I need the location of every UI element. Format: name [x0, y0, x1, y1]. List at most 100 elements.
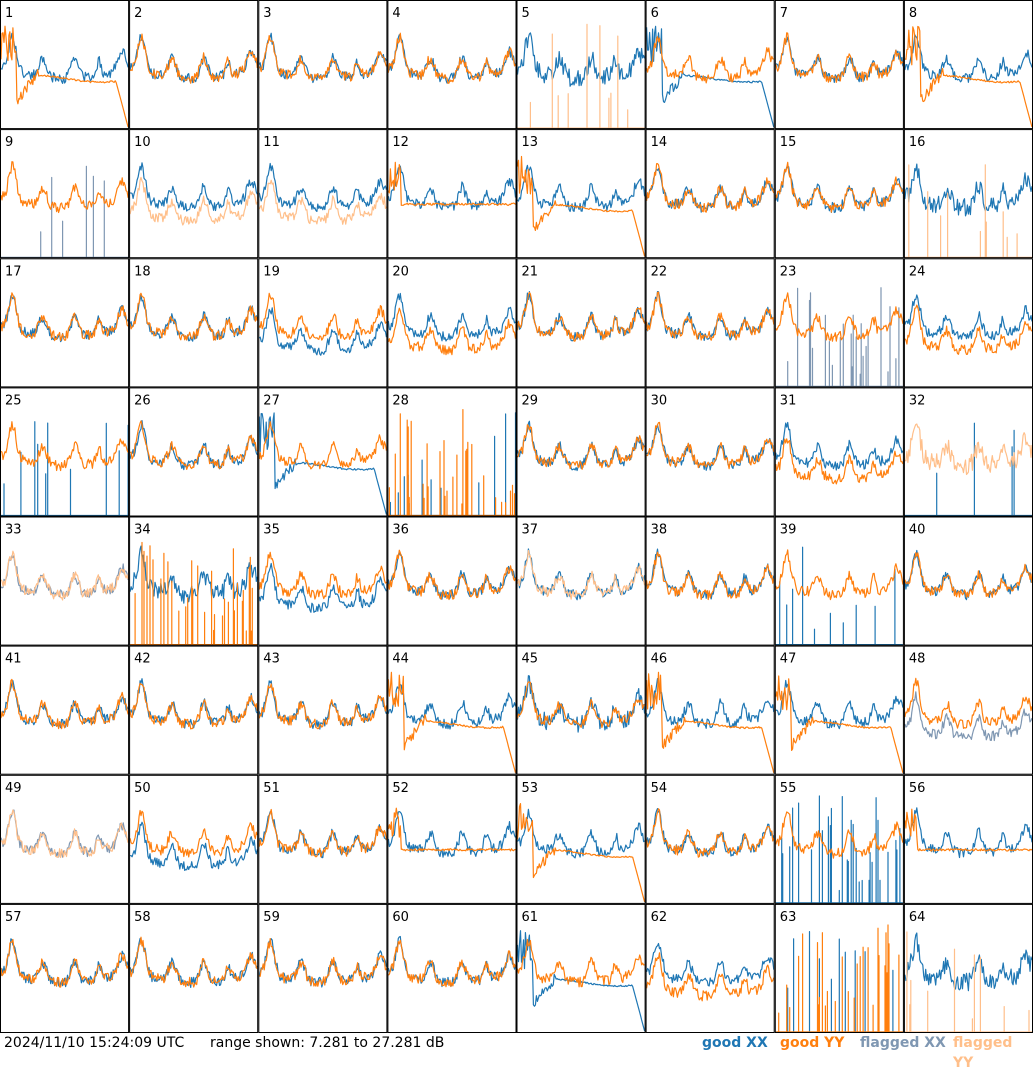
panel-24-label: 24 [909, 264, 926, 279]
panel-17-label: 17 [5, 264, 22, 279]
panel-21-yy-line [516, 291, 646, 342]
panel-42-yy-line [129, 682, 258, 730]
panel-63-xx-line [775, 930, 903, 1033]
panel-57-frame [0, 903, 130, 1033]
panel-25-frame [0, 387, 130, 517]
panel-64-yy-line [904, 931, 1032, 1033]
panel-44-frame [387, 645, 517, 775]
panel-19-label: 19 [263, 264, 280, 279]
panel-1-frame [0, 0, 130, 130]
panel-14-yy-line [646, 163, 775, 213]
panel-47-frame [774, 645, 904, 775]
panel-6-label: 6 [651, 6, 659, 21]
panel-10-label: 10 [134, 135, 151, 150]
panel-12-frame [387, 129, 517, 259]
panel-44-xx-line [387, 683, 517, 730]
panel-22-yy-line [646, 291, 775, 341]
panel-9-label: 9 [5, 135, 13, 150]
panel-23-xx-line [775, 287, 903, 387]
panel-39-yy-line [775, 549, 904, 601]
panel-56-xx-line [904, 807, 1033, 859]
panel-31-xx-line [775, 421, 904, 471]
panel-7-label: 7 [780, 6, 788, 21]
panel-20-xx-line [387, 292, 516, 342]
panel-35-label: 35 [263, 523, 280, 538]
panel-59-frame [258, 903, 388, 1033]
panel-5-label: 5 [522, 6, 530, 21]
panel-15-frame [774, 129, 904, 259]
panel-36-frame [387, 516, 517, 646]
panel-57-yy-line [0, 938, 129, 988]
panel-12-xx-line [387, 165, 517, 211]
panel-17-xx-line [0, 295, 129, 343]
panel-52-yy-line [387, 807, 516, 852]
panel-40-yy-line [904, 552, 1033, 598]
panel-9-xx-line [1, 165, 129, 258]
panel-3-frame [258, 0, 388, 130]
panel-64-label: 64 [909, 910, 926, 925]
panel-36-label: 36 [392, 523, 409, 538]
panel-6-yy-line [646, 36, 774, 84]
panel-51-frame [258, 774, 388, 904]
panel-15-label: 15 [780, 135, 797, 150]
panel-16-label: 16 [909, 135, 926, 150]
panel-10-xx-line [130, 162, 258, 212]
panel-36-yy-line [387, 549, 517, 601]
panel-26-xx-line [129, 420, 258, 471]
panel-46-yy-line [646, 671, 775, 773]
panel-47-xx-line [775, 679, 904, 730]
panel-44-yy-line [387, 671, 517, 773]
panel-45-xx-line [516, 675, 646, 733]
panel-12-yy-line [387, 161, 516, 206]
panel-38-yy-line [646, 551, 775, 601]
panel-7-frame [774, 0, 904, 130]
panel-12-label: 12 [392, 135, 409, 150]
panel-50-xx-line [130, 821, 258, 872]
panel-45-frame [516, 645, 646, 775]
panel-41-yy-line [0, 678, 129, 730]
panel-26-label: 26 [134, 393, 151, 408]
panel-9-frame [0, 129, 130, 259]
panel-19-yy-line [258, 292, 387, 341]
panel-27-xx-line [258, 412, 387, 515]
panel-60-label: 60 [392, 910, 409, 925]
panel-11-yy-line [258, 179, 387, 225]
panel-29-label: 29 [522, 393, 539, 408]
panel-62-frame [645, 903, 775, 1033]
panel-18-label: 18 [134, 264, 151, 279]
panel-42-label: 42 [134, 652, 151, 667]
panel-5-xx-line [516, 32, 646, 87]
panel-57-label: 57 [5, 910, 22, 925]
panel-62-yy-line [646, 952, 775, 1002]
panel-21-frame [516, 258, 646, 388]
panel-64-xx-line [904, 932, 1033, 992]
panel-50-frame [129, 774, 259, 904]
panel-54-frame [645, 774, 775, 904]
panel-58-frame [129, 903, 259, 1033]
panel-52-label: 52 [392, 781, 409, 796]
panel-27-yy-line [258, 421, 387, 470]
panel-32-yy-line [904, 423, 1033, 476]
panel-30-frame [645, 387, 775, 517]
panel-10-yy-line [129, 176, 258, 226]
panel-19-xx-line [258, 307, 387, 356]
panel-20-label: 20 [392, 264, 409, 279]
panel-63-frame [774, 903, 904, 1033]
panel-28-yy-line [388, 409, 516, 517]
panel-27-label: 27 [263, 393, 280, 408]
panel-62-label: 62 [651, 910, 668, 925]
panel-26-yy-line [129, 420, 258, 470]
panel-49-frame [0, 774, 130, 904]
panel-43-xx-line [258, 680, 387, 730]
panel-47-label: 47 [780, 652, 797, 667]
panel-43-yy-line [258, 683, 387, 730]
panel-29-frame [516, 387, 646, 517]
panel-35-xx-line [258, 562, 387, 613]
panel-18-yy-line [129, 292, 258, 341]
panel-9-yy-line [0, 161, 129, 214]
panel-23-yy-line [775, 292, 904, 342]
panel-25-xx-line [1, 421, 129, 517]
panel-31-yy-line [775, 438, 904, 485]
panel-27-frame [258, 387, 388, 517]
